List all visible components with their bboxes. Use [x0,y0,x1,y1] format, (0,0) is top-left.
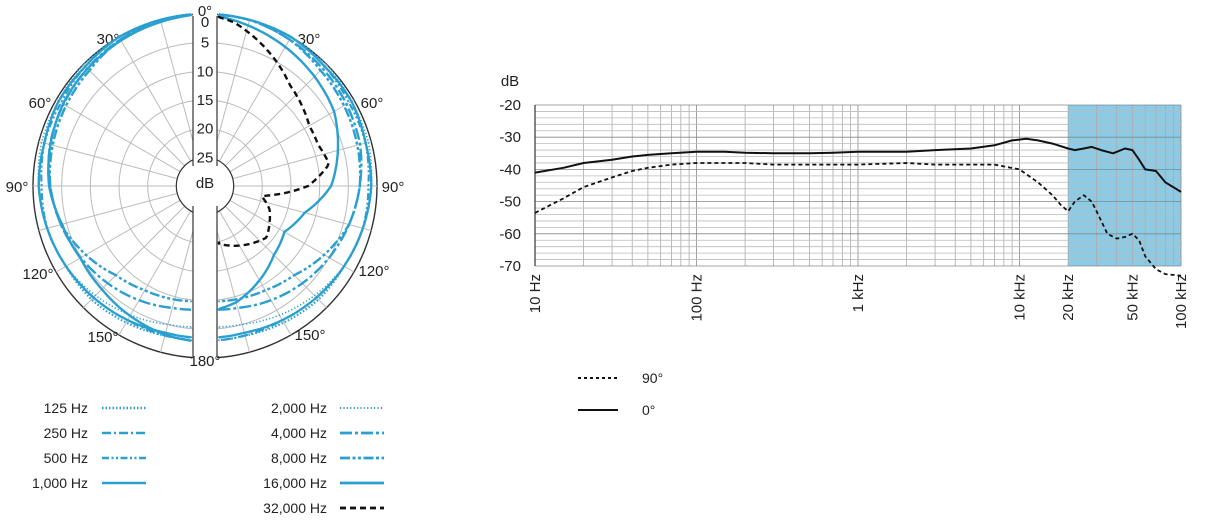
polar-legend-item: 2,000 Hz [0,398,420,418]
polar-spoke [232,141,372,180]
polar-series-16000hz [47,13,193,343]
x-tick-label: 100 kHz [1173,274,1190,329]
legend-swatch [102,431,146,435]
polar-radial-tick: 5 [201,35,209,52]
legend-swatch [340,481,384,485]
polar-spoke [38,192,178,231]
polar-angle-label: 120° [22,266,53,283]
polar-angle-label: 150° [87,329,118,346]
polar-spoke [118,210,192,336]
legend-swatch [340,431,384,435]
frequency-legend-item: 90° [576,368,696,388]
legend-swatch [102,456,146,460]
polar-radial-tick: 25 [197,149,214,166]
polar-angle-label: 60° [29,95,52,112]
polar-spoke [160,19,199,159]
legend-swatch [578,377,618,379]
legend-swatch [578,409,618,411]
polar-spoke [38,141,178,180]
frequency-legend-label: 90° [642,370,664,386]
polar-pattern-chart: 0510152025dB0°30°60°90°120°150°180°30°60… [6,3,405,370]
frequency-legend-item: 0° [576,400,696,420]
polar-spoke [224,205,327,308]
polar-spoke [229,199,355,273]
polar-spoke [211,19,250,159]
polar-legend-label: 500 Hz [43,450,88,466]
frequency-legend-label: 0° [642,402,656,418]
polar-spoke [83,205,186,308]
freq-series-0deg [534,137,1182,193]
polar-legend-label: 1,000 Hz [31,475,88,491]
polar-series-4000hz [217,13,363,311]
freq-series-90deg [534,162,1182,277]
polar-legend-item: 8,000 Hz [0,448,420,468]
polar-legend-label: 8,000 Hz [270,450,327,466]
polar-legend-label: 125 Hz [43,400,88,416]
polar-radial-tick: 10 [197,63,214,80]
polar-radial-tick: 15 [197,92,214,109]
polar-legend-item: 16,000 Hz [0,473,420,493]
polar-spoke [211,213,250,353]
polar-series-4000hz [47,13,193,311]
freq-grid [534,104,1182,267]
polar-legend-item: 125 Hz [0,398,420,418]
polar-legend-item: 250 Hz [0,423,420,443]
polar-radial-label: dB [196,175,214,192]
polar-series-16000hz [217,15,340,312]
polar-series-500hz [217,13,370,339]
polar-angle-label: 30° [298,31,321,48]
polar-spoke [55,99,181,173]
legend-swatch [102,481,146,485]
polar-angle-label: 90° [6,179,29,196]
polar-legend-label: 32,000 Hz [263,500,327,516]
legend-swatch [340,456,384,460]
polar-angle-label: 180° [189,353,220,370]
polar-gap-inner [193,165,217,207]
polar-spoke [160,213,199,353]
polar-spoke [218,36,292,162]
polar-series-500hz [40,13,193,339]
x-tick-label: 10 kHz [1012,274,1029,321]
highlight-band [1068,105,1181,266]
polar-series-8000hz [48,13,193,303]
polar-legend-label: 16,000 Hz [263,475,327,491]
polar-legend-label: 250 Hz [43,425,88,441]
polar-legend-item: 4,000 Hz [0,423,420,443]
polar-angle-label: 90° [382,179,405,196]
polar-spoke [83,64,186,167]
polar-angle-label: 0° [198,3,212,20]
legend-swatch [340,407,384,409]
x-tick-label: 20 kHz [1060,274,1077,321]
polar-series-32000hz [217,15,330,247]
polar-angle-label: 120° [358,263,389,280]
x-tick-label: 1 kHz [850,274,867,312]
polar-radial-tick: 0 [201,14,209,31]
polar-radial-tick: 20 [197,121,214,138]
polar-legend-label: 2,000 Hz [270,400,327,416]
polar-spoke [218,210,292,336]
x-tick-label: 100 Hz [689,274,706,322]
legend-swatch [340,506,384,510]
polar-spoke [232,192,372,231]
polar-angle-label: 150° [294,327,325,344]
polar-series-2000hz [218,13,373,328]
x-tick-label: 50 kHz [1124,274,1141,321]
polar-legend-item: 32,000 Hz [0,498,420,518]
polar-spoke [118,36,192,162]
polar-spoke [224,64,327,167]
polar-spoke [55,199,181,273]
polar-legend-item: 500 Hz [0,448,420,468]
polar-angle-label: 60° [361,95,384,112]
legend-swatch [102,406,146,410]
polar-series-2000hz [37,13,192,328]
polar-legend-label: 4,000 Hz [270,425,327,441]
polar-series-8000hz [217,13,362,303]
polar-legend-item: 1,000 Hz [0,473,420,493]
